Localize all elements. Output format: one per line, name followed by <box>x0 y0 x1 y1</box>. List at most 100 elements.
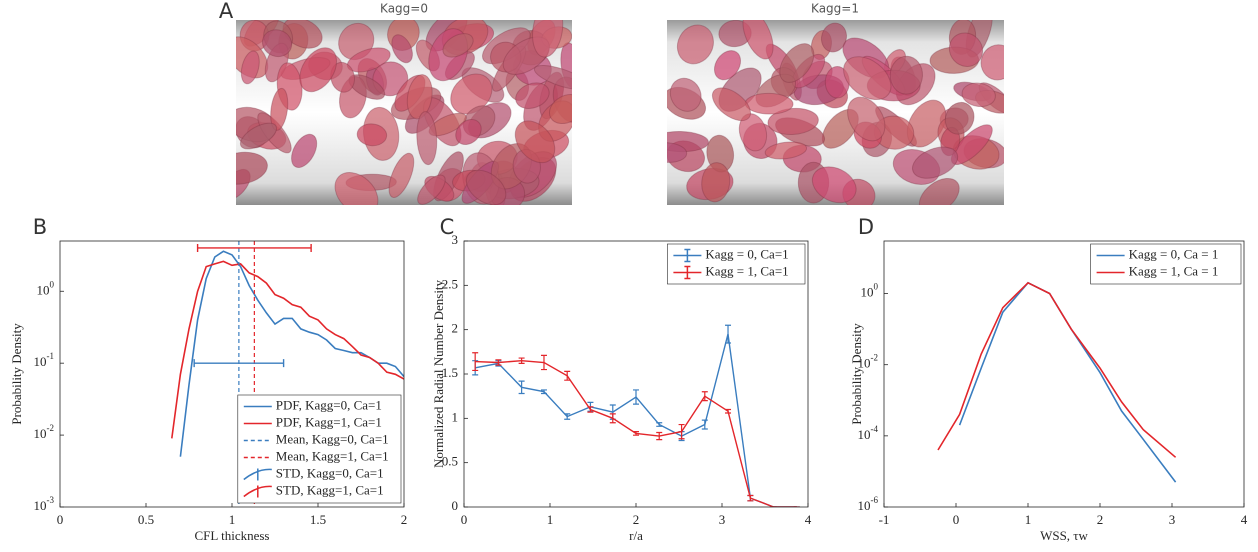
x-tick-label: 1 <box>1025 512 1032 527</box>
legend-box <box>667 243 806 285</box>
rbc <box>334 172 379 205</box>
legend-label: PDF, Kagg=1, Ca=1 <box>276 414 382 429</box>
error-bar <box>495 359 502 366</box>
x-axis-label: WSS, τw <box>1040 528 1088 543</box>
y-tick-label: 10-4 <box>858 424 879 442</box>
error-bar <box>701 391 708 402</box>
rbc <box>261 29 293 58</box>
error-bar <box>564 370 571 381</box>
y-tick-label: 1 <box>452 409 459 424</box>
y-tick-label: 100 <box>37 279 55 297</box>
rbc <box>236 151 268 185</box>
rbc <box>669 77 702 112</box>
x-tick-label: 2 <box>633 512 640 527</box>
x-tick-label: 3 <box>1169 512 1176 527</box>
rbc <box>388 152 415 198</box>
panel-letter: A <box>219 0 234 23</box>
x-axis-label: r/a <box>629 528 643 543</box>
error-bar <box>472 352 479 372</box>
rbc <box>442 33 474 58</box>
data-line <box>937 281 1177 458</box>
rbc <box>240 50 260 85</box>
rbc <box>744 92 794 115</box>
x-tick-label: 1.5 <box>310 512 326 527</box>
y-tick-label: 3 <box>452 232 459 247</box>
panel-letter: C <box>440 215 455 239</box>
rbc <box>416 111 438 166</box>
rbc <box>918 177 960 205</box>
rbc <box>667 142 688 163</box>
rbc <box>961 82 996 108</box>
rbc <box>843 56 892 101</box>
rbc <box>356 123 388 147</box>
x-axis-label: CFL thickness <box>195 528 270 543</box>
error-bar <box>633 431 639 436</box>
y-tick-label: 100 <box>861 282 879 300</box>
x-tick-label: 0 <box>461 512 468 527</box>
data-line <box>958 281 1177 483</box>
rbc <box>270 87 289 131</box>
rbc <box>764 141 808 160</box>
legend-label: STD, Kagg=1, Ca=1 <box>276 482 384 497</box>
legend-box <box>237 394 402 504</box>
plot-area <box>472 324 800 507</box>
y-tick-label: 1.5 <box>442 365 458 380</box>
cells <box>667 20 1004 205</box>
rbc <box>847 96 886 142</box>
x-tick-label: 0.5 <box>138 512 154 527</box>
panel-letter: D <box>858 215 874 239</box>
data-line <box>475 333 797 507</box>
legend-label: PDF, Kagg=0, Ca=1 <box>276 397 382 412</box>
rbc <box>742 20 774 60</box>
x-tick-label: 2 <box>401 512 408 527</box>
plot-area <box>937 281 1177 483</box>
rbc <box>811 166 857 204</box>
rbc <box>330 61 356 93</box>
legend-label: Mean, Kagg=0, Ca=1 <box>276 431 389 446</box>
error-bar <box>518 380 525 395</box>
y-tick-label: 10-6 <box>858 495 879 513</box>
axes-frame <box>883 240 1245 508</box>
error-bar <box>678 423 685 440</box>
image-title: Kagg=1 <box>811 2 859 16</box>
x-tick-label: 4 <box>805 512 812 527</box>
y-tick-label: 0.5 <box>442 454 458 469</box>
y-tick-label: 2.5 <box>442 276 458 291</box>
rbc <box>239 122 277 150</box>
legend-label: STD, Kagg=0, Ca=1 <box>276 465 384 480</box>
rbc <box>980 44 1004 81</box>
rbc <box>515 82 550 110</box>
x-tick-label: -1 <box>879 512 890 527</box>
panel-letter: B <box>33 215 47 239</box>
rbc <box>779 43 815 83</box>
y-tick-label: 10-1 <box>34 351 55 369</box>
error-bar <box>747 494 754 502</box>
std-bar <box>196 243 312 252</box>
y-axis-label: Normalized Radial Number Density <box>431 279 446 468</box>
error-bar <box>518 357 525 364</box>
error-bar <box>540 354 547 371</box>
error-bar <box>609 413 616 424</box>
error-bar <box>587 406 594 413</box>
error-bar <box>725 324 732 344</box>
y-tick-label: 10-2 <box>858 353 879 371</box>
legend-swatch <box>243 485 272 498</box>
rbc <box>299 47 338 93</box>
rbc <box>944 101 975 135</box>
y-axis-label: Probability Density <box>849 323 864 425</box>
x-tick-label: 1 <box>229 512 236 527</box>
legend-label: Mean, Kagg=1, Ca=1 <box>276 448 389 463</box>
rbc <box>533 64 572 90</box>
error-bar <box>656 422 663 427</box>
std-bar <box>193 359 285 368</box>
error-bar <box>564 413 571 420</box>
rbc <box>455 118 482 146</box>
rbc <box>820 22 847 53</box>
legend-swatch <box>243 468 272 481</box>
rbc <box>676 24 714 65</box>
rbc <box>911 146 959 179</box>
plot-area <box>171 241 404 507</box>
y-tick-label: 0 <box>452 498 459 513</box>
legend-label: Kagg = 0, Ca=1 <box>705 246 788 261</box>
